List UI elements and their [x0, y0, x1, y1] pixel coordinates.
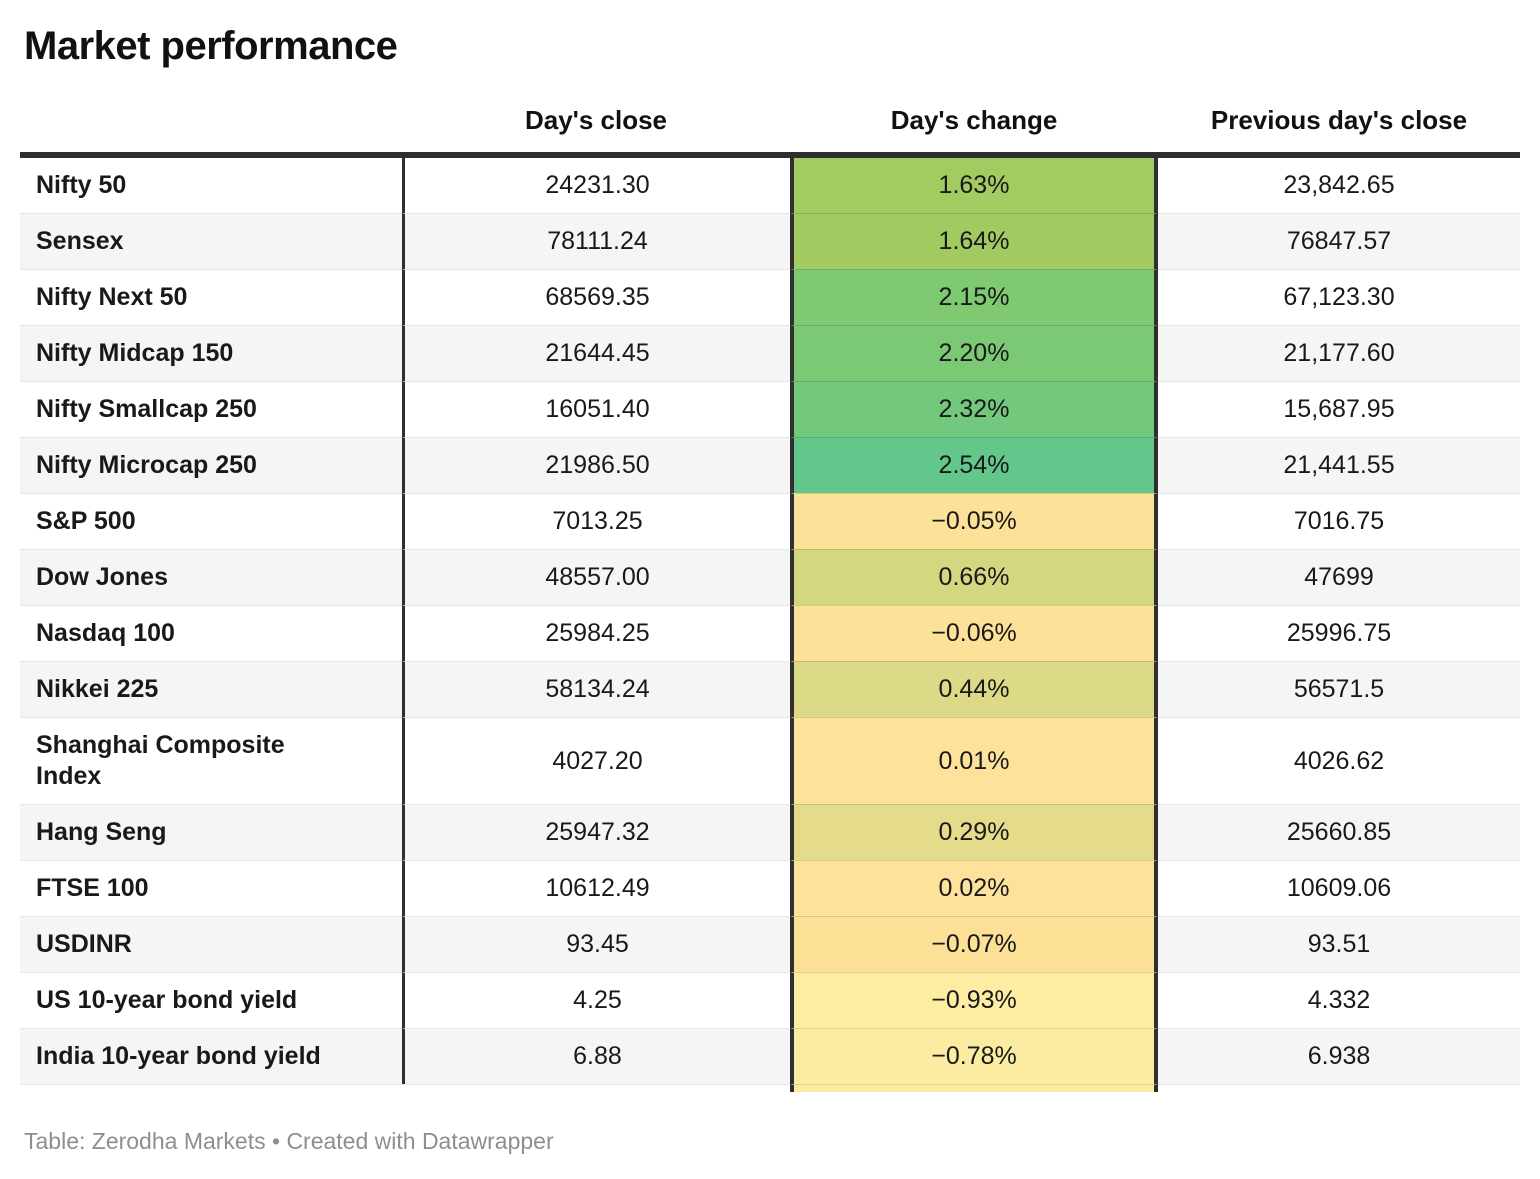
previous-days-close-value: 76847.57	[1158, 213, 1520, 269]
days-close-value: 25984.25	[402, 605, 790, 661]
table-row: India 10-year bond yield 6.88 −0.78% 6.9…	[20, 1028, 1520, 1084]
previous-days-close-value: 4026.62	[1158, 717, 1520, 804]
days-close-value: 78111.24	[402, 213, 790, 269]
table-row: Hang Seng 25947.32 0.29% 25660.85	[20, 804, 1520, 860]
days-close-value: 21644.45	[402, 325, 790, 381]
days-close-value: 68569.35	[402, 269, 790, 325]
days-change-cell: 1.64%	[790, 213, 1158, 269]
table-row: Nifty Next 50 68569.35 2.15% 67,123.30	[20, 269, 1520, 325]
table-row: USDINR 93.45 −0.07% 93.51	[20, 916, 1520, 972]
row-label: USDINR	[36, 930, 132, 958]
days-change-cell: −0.07%	[790, 916, 1158, 972]
days-close-value: 6.88	[402, 1028, 790, 1084]
days-close-value: 21986.50	[402, 437, 790, 493]
days-change-cell: 2.54%	[790, 437, 1158, 493]
change-column-overhang	[20, 1084, 1520, 1092]
table-row: Nifty Smallcap 250 16051.40 2.32% 15,687…	[20, 381, 1520, 437]
previous-days-close-value: 7016.75	[1158, 493, 1520, 549]
table-row: Nikkei 225 58134.24 0.44% 56571.5	[20, 661, 1520, 717]
previous-days-close-value: 6.938	[1158, 1028, 1520, 1084]
days-close-value: 4.25	[402, 972, 790, 1028]
row-label: US 10-year bond yield	[36, 986, 298, 1014]
row-label: Nifty 50	[36, 171, 127, 199]
days-change-cell: −0.05%	[790, 493, 1158, 549]
table-credit: Table: Zerodha Markets • Created with Da…	[24, 1128, 554, 1154]
table-row: Nifty Microcap 250 21986.50 2.54% 21,441…	[20, 437, 1520, 493]
days-close-value: 7013.25	[402, 493, 790, 549]
page-title: Market performance	[24, 24, 398, 68]
table-row: Sensex 78111.24 1.64% 76847.57	[20, 213, 1520, 269]
row-label: FTSE 100	[36, 874, 149, 902]
row-label: Nifty Midcap 150	[36, 339, 234, 367]
table-row: S&P 500 7013.25 −0.05% 7016.75	[20, 493, 1520, 549]
row-label: Nikkei 225	[36, 675, 159, 703]
previous-days-close-value: 47699	[1158, 549, 1520, 605]
previous-days-close-value: 4.332	[1158, 972, 1520, 1028]
days-change-cell: 0.02%	[790, 860, 1158, 916]
days-change-cell: −0.06%	[790, 605, 1158, 661]
previous-days-close-value: 21,177.60	[1158, 325, 1520, 381]
market-performance-table: Market performance Day's close Day's cha…	[20, 0, 1520, 1179]
table-row: Nifty Midcap 150 21644.45 2.20% 21,177.6…	[20, 325, 1520, 381]
column-header-name	[20, 136, 402, 152]
days-close-value: 48557.00	[402, 549, 790, 605]
row-label: Nasdaq 100	[36, 619, 175, 647]
days-change-cell: 0.29%	[790, 804, 1158, 860]
table-header-row: Day's close Day's change Previous day's …	[20, 105, 1520, 152]
table-body: Nifty 50 24231.30 1.63% 23,842.65 Sensex…	[20, 152, 1520, 1084]
table-row: Dow Jones 48557.00 0.66% 47699	[20, 549, 1520, 605]
days-change-cell: 2.15%	[790, 269, 1158, 325]
row-label: Hang Seng	[36, 818, 167, 846]
previous-days-close-value: 56571.5	[1158, 661, 1520, 717]
row-label: Nifty Smallcap 250	[36, 395, 257, 423]
days-close-value: 10612.49	[402, 860, 790, 916]
previous-days-close-value: 23,842.65	[1283, 171, 1395, 199]
previous-days-close-value: 25660.85	[1158, 804, 1520, 860]
days-change-cell: −0.93%	[790, 972, 1158, 1028]
days-change-cell: 0.66%	[790, 549, 1158, 605]
days-close-value: 93.45	[402, 916, 790, 972]
column-header-days-change: Day's change	[890, 105, 1058, 135]
previous-days-close-value: 10609.06	[1158, 860, 1520, 916]
days-change-cell: 2.20%	[790, 325, 1158, 381]
row-label: Nifty Next 50	[36, 283, 188, 311]
days-change-cell: 0.01%	[790, 717, 1158, 804]
days-close-value: 58134.24	[402, 661, 790, 717]
row-label: Nifty Microcap 250	[36, 451, 257, 479]
row-label: Dow Jones	[36, 563, 168, 591]
table-row: FTSE 100 10612.49 0.02% 10609.06	[20, 860, 1520, 916]
column-header-previous-days-close: Previous day's close	[1210, 105, 1468, 135]
days-change-cell: 1.63%	[790, 158, 1158, 213]
previous-days-close-value: 93.51	[1158, 916, 1520, 972]
row-label: India 10-year bond yield	[36, 1042, 321, 1070]
previous-days-close-value: 15,687.95	[1158, 381, 1520, 437]
days-close-value: 4027.20	[402, 717, 790, 804]
row-label: Sensex	[36, 227, 124, 255]
row-label: S&P 500	[36, 507, 136, 535]
days-close-value: 25947.32	[402, 804, 790, 860]
previous-days-close-value: 67,123.30	[1158, 269, 1520, 325]
table-row: Nifty 50 24231.30 1.63% 23,842.65	[20, 158, 1520, 213]
previous-days-close-value: 25996.75	[1158, 605, 1520, 661]
previous-days-close-value: 21,441.55	[1158, 437, 1520, 493]
table-row: US 10-year bond yield 4.25 −0.93% 4.332	[20, 972, 1520, 1028]
days-close-value: 24231.30	[402, 158, 790, 213]
days-change-cell: 0.44%	[790, 661, 1158, 717]
days-change-cell: −0.78%	[790, 1028, 1158, 1084]
row-label: Shanghai Composite Index	[36, 731, 285, 790]
table-row: Shanghai Composite Index 4027.20 0.01% 4…	[20, 717, 1520, 804]
days-change-cell: 2.32%	[790, 381, 1158, 437]
days-close-value: 16051.40	[402, 381, 790, 437]
column-header-days-close: Day's close	[524, 105, 668, 135]
table-row: Nasdaq 100 25984.25 −0.06% 25996.75	[20, 605, 1520, 661]
